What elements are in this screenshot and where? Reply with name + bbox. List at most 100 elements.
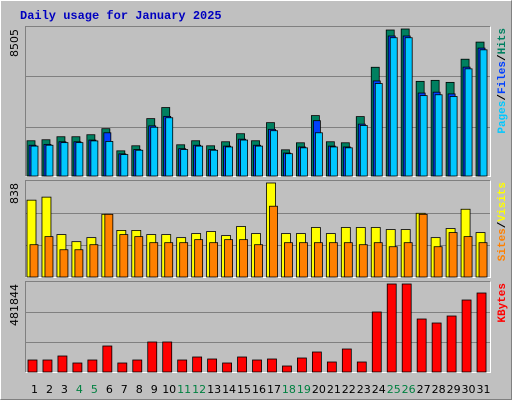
bar	[389, 37, 398, 177]
bar	[102, 345, 113, 373]
x-tick-label: 30	[462, 383, 476, 396]
x-tick-label: 31	[477, 383, 491, 396]
bar	[30, 145, 39, 177]
bar	[207, 358, 218, 373]
bar	[461, 299, 472, 373]
panel-edge-dark	[25, 26, 491, 177]
bar	[403, 242, 413, 278]
bar	[404, 37, 413, 177]
legend-entry: Pages	[497, 101, 509, 134]
legend: KBytes	[497, 283, 509, 323]
bar	[434, 94, 443, 177]
panel-edge-light	[25, 281, 491, 373]
bar	[313, 242, 323, 278]
x-tick-label: 7	[121, 383, 128, 396]
bar	[134, 236, 144, 278]
bar	[104, 213, 114, 278]
x-tick-label: 26	[402, 383, 416, 396]
bar	[240, 139, 248, 177]
bar	[27, 359, 38, 373]
bar	[269, 205, 278, 278]
x-tick-label: 8	[136, 383, 143, 396]
x-tick-label: 10	[162, 383, 176, 396]
bar	[132, 359, 143, 373]
bar	[164, 242, 174, 278]
legend-separator: /	[497, 54, 509, 61]
x-tick-label: 24	[372, 383, 386, 396]
bar	[314, 132, 323, 177]
x-tick-label: 3	[61, 383, 68, 396]
x-tick-label: 19	[297, 383, 311, 396]
bar	[147, 341, 158, 373]
x-tick-label: 17	[267, 383, 281, 396]
bar	[344, 147, 353, 177]
panel-edge-light	[25, 26, 491, 177]
bar	[297, 357, 307, 373]
x-tick-label: 1	[31, 383, 38, 396]
bar	[42, 359, 53, 373]
bar	[120, 154, 129, 177]
bar	[478, 242, 488, 278]
legend-separator: /	[497, 94, 509, 101]
bar	[419, 95, 428, 177]
x-tick-label: 14	[222, 383, 236, 396]
x-tick-label: 6	[106, 383, 113, 396]
bar	[87, 359, 98, 373]
bar	[57, 355, 68, 373]
legend-entry: Sites	[497, 228, 509, 261]
bar	[44, 236, 54, 278]
bar	[418, 213, 428, 278]
x-tick-label: 22	[342, 383, 356, 396]
y-tick-label: 8505	[8, 29, 21, 57]
bar	[326, 361, 337, 373]
bar	[165, 117, 174, 177]
bar	[300, 147, 308, 177]
bar	[284, 242, 293, 278]
bar	[371, 311, 382, 373]
bar	[150, 126, 159, 177]
bar	[270, 130, 278, 177]
bar	[328, 242, 338, 278]
bar	[75, 142, 84, 177]
bar	[374, 83, 383, 177]
bar	[222, 362, 232, 373]
legend-separator: /	[497, 221, 509, 228]
bar	[341, 348, 352, 373]
bar	[356, 361, 367, 373]
x-tick-label: 9	[151, 383, 158, 396]
y-tick-label: 838	[8, 183, 21, 204]
bar	[254, 244, 263, 278]
bar	[45, 144, 54, 177]
x-tick-label: 27	[417, 383, 431, 396]
panel-edge-dark	[25, 180, 491, 278]
bar	[210, 149, 219, 177]
bar	[194, 239, 204, 278]
bar	[343, 242, 353, 278]
bar	[74, 249, 84, 278]
legend: Pages/Files/Hits	[497, 28, 509, 134]
bar	[476, 292, 487, 373]
bar	[388, 246, 398, 278]
bar	[105, 141, 114, 177]
bar	[29, 244, 39, 278]
x-tick-label: 4	[76, 383, 83, 396]
x-tick-label: 12	[192, 383, 206, 396]
x-tick-label: 13	[207, 383, 221, 396]
panel-edge-light	[25, 180, 491, 278]
x-tick-label: 16	[252, 383, 266, 396]
x-tick-label: 2	[46, 383, 53, 396]
x-tick-label: 18	[282, 383, 296, 396]
bar	[192, 356, 203, 373]
bar	[449, 96, 458, 177]
bar	[195, 145, 204, 177]
bar	[60, 142, 69, 177]
bar	[72, 362, 83, 373]
bar	[431, 322, 442, 373]
x-tick-label: 29	[447, 383, 461, 396]
x-tick-label: 11	[177, 383, 191, 396]
legend-entry: Hits	[497, 28, 509, 54]
bar	[239, 239, 248, 278]
chart-title: Daily usage for January 2025	[20, 9, 222, 23]
